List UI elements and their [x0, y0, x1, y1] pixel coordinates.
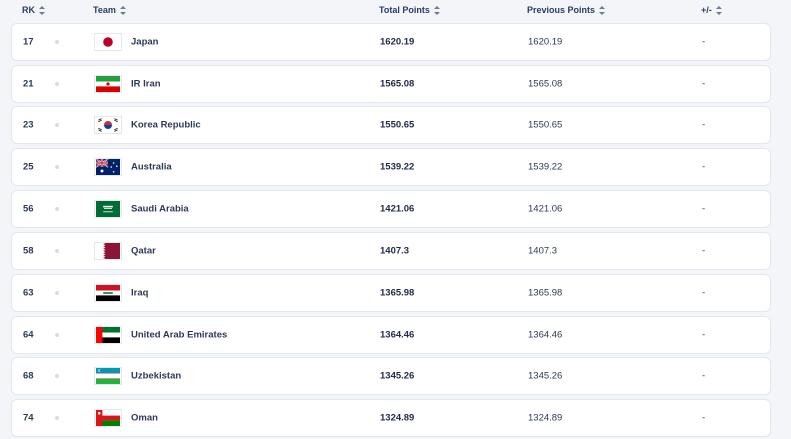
uae-flag-icon: [94, 326, 122, 344]
team-name[interactable]: IR Iran: [131, 78, 161, 90]
table-row[interactable]: 64 United Arab Emirates 1364.46 1364.46 …: [11, 316, 771, 354]
diff-cell: -: [702, 119, 706, 131]
qatar-flag-icon: [94, 242, 122, 260]
total-points-cell: 1421.06: [380, 203, 415, 215]
total-points-cell: 1565.08: [380, 78, 415, 90]
sort-icon[interactable]: [119, 5, 126, 15]
total-points-cell: 1345.26: [380, 370, 415, 382]
previous-points-cell: 1324.89: [528, 412, 563, 424]
sort-icon[interactable]: [715, 5, 722, 15]
previous-points-cell: 1620.19: [528, 36, 563, 48]
team-name[interactable]: Iraq: [131, 287, 149, 299]
total-points-cell: 1365.98: [380, 287, 415, 299]
status-dot-icon: [55, 165, 59, 169]
iran-flag-icon: [94, 75, 122, 93]
table-header: RK Team Total Points Previous Points +/-: [0, 0, 791, 22]
uzbekistan-flag-icon: [94, 367, 122, 385]
rank-cell: 58: [23, 245, 34, 257]
team-name[interactable]: Saudi Arabia: [131, 203, 189, 215]
saudi-arabia-flag-icon: [94, 200, 122, 218]
status-dot-icon: [55, 123, 59, 127]
team-name[interactable]: Qatar: [131, 245, 156, 257]
diff-cell: -: [702, 412, 706, 424]
sort-icon[interactable]: [39, 5, 45, 15]
status-dot-icon: [55, 249, 59, 253]
diff-cell: -: [702, 203, 706, 215]
rank-cell: 23: [23, 119, 34, 131]
rank-cell: 17: [23, 36, 34, 48]
total-points-cell: 1407.3: [380, 245, 410, 257]
oman-flag-icon: [94, 409, 122, 427]
diff-cell: -: [702, 161, 706, 173]
header-previous-points-label: Previous Points: [527, 5, 596, 15]
total-points-cell: 1620.19: [380, 36, 415, 48]
table-row[interactable]: 68 Uzbekistan 1345.26 1345.26 -: [11, 357, 771, 395]
previous-points-cell: 1539.22: [528, 161, 563, 173]
previous-points-cell: 1565.08: [528, 78, 563, 90]
table-row[interactable]: 21 IR Iran 1565.08 1565.08 -: [11, 65, 771, 103]
table-row[interactable]: 56 Saudi Arabia 1421.06 1421.06 -: [11, 190, 771, 228]
rank-cell: 25: [23, 161, 34, 173]
header-total-points-label: Total Points: [379, 5, 430, 15]
previous-points-cell: 1550.65: [528, 119, 563, 131]
status-dot-icon: [55, 416, 59, 420]
previous-points-cell: 1345.26: [528, 370, 563, 382]
korea-flag-icon: [94, 116, 122, 134]
header-team-label: Team: [93, 5, 116, 15]
header-rk[interactable]: RK: [22, 5, 45, 15]
status-dot-icon: [55, 82, 59, 86]
diff-cell: -: [702, 78, 706, 90]
status-dot-icon: [55, 291, 59, 295]
australia-flag-icon: [94, 158, 122, 176]
sort-icon[interactable]: [433, 5, 440, 15]
table-row[interactable]: 23 Korea Republic 1550.65 1550.65 -: [11, 106, 771, 144]
status-dot-icon: [55, 333, 59, 337]
header-previous-points[interactable]: Previous Points: [527, 5, 606, 15]
table-row[interactable]: 58 Qatar 1407.3 1407.3 -: [11, 232, 771, 270]
table-row[interactable]: 17 Japan 1620.19 1620.19 -: [11, 23, 771, 61]
diff-cell: -: [702, 245, 706, 257]
table-row[interactable]: 25 Australia 1539.22 1539.22 -: [11, 148, 771, 186]
rank-cell: 68: [23, 370, 34, 382]
diff-cell: -: [702, 370, 706, 382]
rank-cell: 74: [23, 412, 34, 424]
total-points-cell: 1539.22: [380, 161, 415, 173]
rank-cell: 63: [23, 287, 34, 299]
team-name[interactable]: Korea Republic: [131, 119, 201, 131]
diff-cell: -: [702, 287, 706, 299]
team-name[interactable]: Oman: [131, 412, 158, 424]
header-diff[interactable]: +/-: [701, 5, 722, 15]
header-total-points[interactable]: Total Points: [379, 5, 440, 15]
previous-points-cell: 1421.06: [528, 203, 563, 215]
previous-points-cell: 1407.3: [528, 245, 558, 257]
previous-points-cell: 1364.46: [528, 329, 563, 341]
header-rk-label: RK: [22, 5, 35, 15]
team-name[interactable]: Japan: [131, 36, 159, 48]
status-dot-icon: [55, 40, 59, 44]
status-dot-icon: [55, 374, 59, 378]
table-row[interactable]: 63 Iraq 1365.98 1365.98 -: [11, 274, 771, 312]
team-name[interactable]: Uzbekistan: [131, 370, 182, 382]
team-name[interactable]: United Arab Emirates: [131, 329, 228, 341]
diff-cell: -: [702, 329, 706, 341]
rank-cell: 56: [23, 203, 34, 215]
total-points-cell: 1550.65: [380, 119, 415, 131]
table-row[interactable]: 74 Oman 1324.89 1324.89 -: [11, 399, 771, 437]
header-team[interactable]: Team: [93, 5, 126, 15]
team-name[interactable]: Australia: [131, 161, 172, 173]
header-diff-label: +/-: [701, 5, 712, 15]
rank-cell: 21: [23, 78, 34, 90]
sort-icon[interactable]: [599, 5, 606, 15]
total-points-cell: 1364.46: [380, 329, 415, 341]
japan-flag-icon: [94, 33, 122, 51]
rank-cell: 64: [23, 329, 34, 341]
diff-cell: -: [702, 36, 706, 48]
iraq-flag-icon: [94, 284, 122, 302]
total-points-cell: 1324.89: [380, 412, 415, 424]
status-dot-icon: [55, 207, 59, 211]
previous-points-cell: 1365.98: [528, 287, 563, 299]
